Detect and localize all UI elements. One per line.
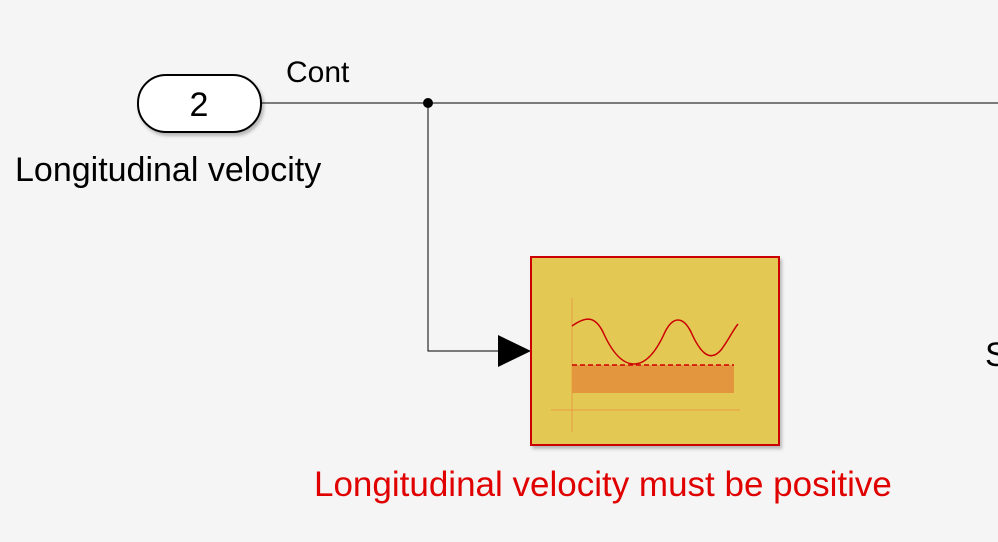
signal-line-cont[interactable] [261, 102, 998, 352]
inport-number: 2 [190, 86, 209, 124]
assertion-block[interactable] [530, 256, 780, 446]
inport-label: Longitudinal velocity [15, 151, 321, 189]
branch-point [423, 98, 433, 108]
assertion-label: Longitudinal velocity must be positive [314, 465, 892, 504]
inport-block[interactable]: 2 [137, 74, 262, 133]
check-range-icon [551, 298, 740, 432]
input-arrowhead [498, 335, 531, 367]
offscreen-block-label: S [985, 336, 998, 374]
signal-label: Cont [286, 56, 350, 89]
